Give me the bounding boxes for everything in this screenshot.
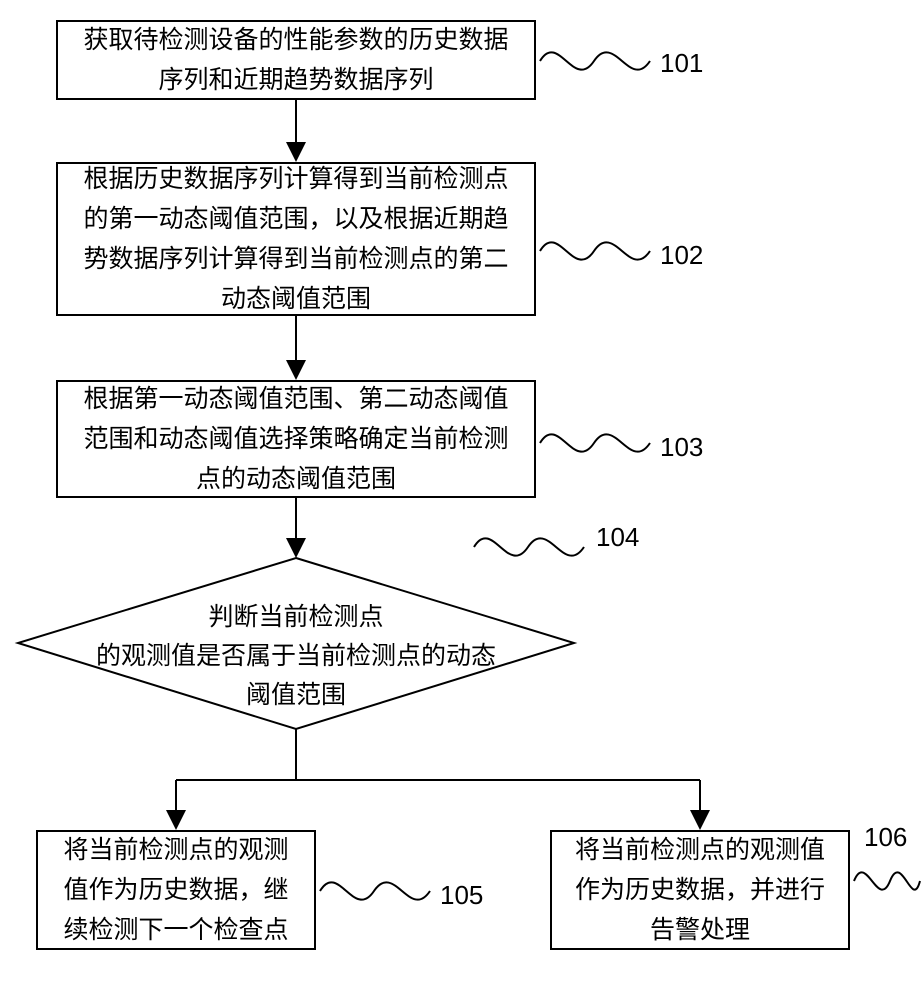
ref-label-102: 102 — [660, 240, 703, 271]
callout-squiggle-106 — [852, 856, 922, 906]
edge-101-102 — [0, 0, 924, 1000]
callout-squiggle-104 — [472, 522, 592, 572]
ref-label-104: 104 — [596, 522, 639, 553]
callout-squiggle-101 — [538, 36, 658, 86]
ref-label-101: 101 — [660, 48, 703, 79]
callout-squiggle-105 — [318, 866, 438, 916]
callout-squiggle-103 — [538, 418, 658, 468]
flowchart-canvas: 获取待检测设备的性能参数的历史数据 序列和近期趋势数据序列 根据历史数据序列计算… — [0, 0, 924, 1000]
decision-text: 判断当前检测点 的观测值是否属于当前检测点的动态 阈值范围 — [16, 598, 576, 714]
callout-squiggle-102 — [538, 226, 658, 276]
ref-label-103: 103 — [660, 432, 703, 463]
ref-label-106: 106 — [864, 822, 907, 853]
ref-label-105: 105 — [440, 880, 483, 911]
